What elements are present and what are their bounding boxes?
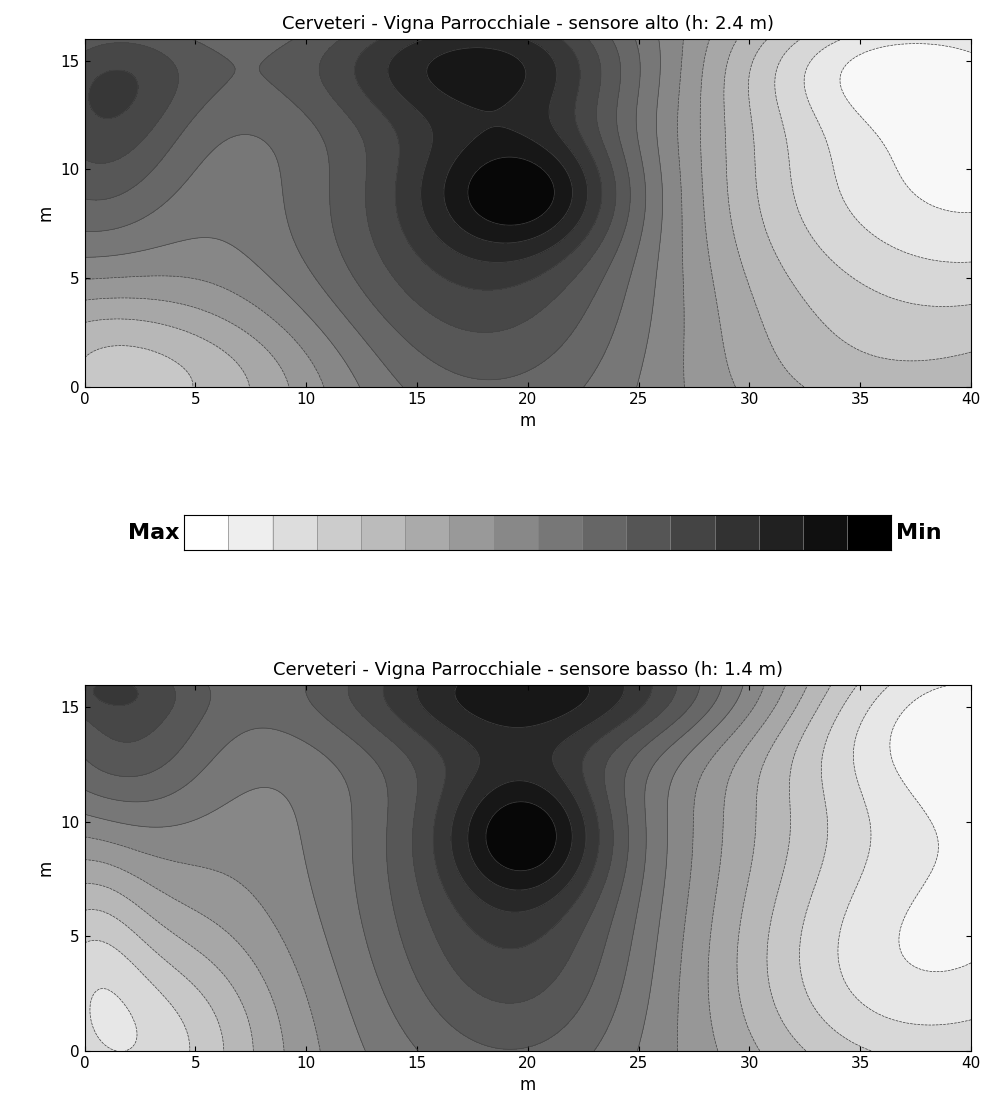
Title: Cerveteri - Vigna Parrocchiale - sensore alto (h: 2.4 m): Cerveteri - Vigna Parrocchiale - sensore… (282, 16, 774, 33)
Title: Cerveteri - Vigna Parrocchiale - sensore basso (h: 1.4 m): Cerveteri - Vigna Parrocchiale - sensore… (273, 661, 783, 678)
X-axis label: m: m (520, 413, 536, 430)
X-axis label: m: m (520, 1076, 536, 1094)
Y-axis label: m: m (37, 860, 55, 876)
Text: Min: Min (896, 523, 942, 543)
Text: Max: Max (127, 523, 179, 543)
Y-axis label: m: m (37, 205, 55, 221)
